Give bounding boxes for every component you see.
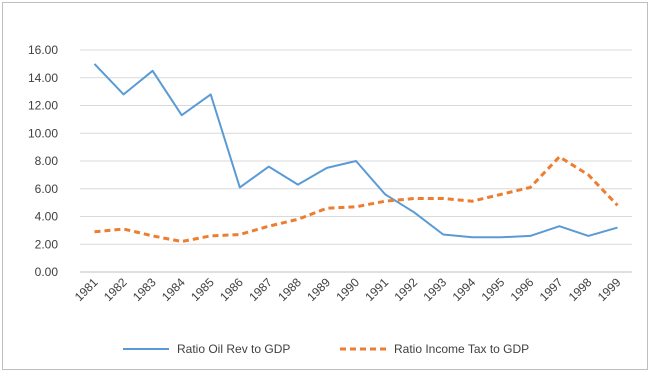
y-tick-label: 4.00 bbox=[35, 210, 59, 224]
x-tick-label: 1994 bbox=[450, 275, 479, 304]
series-line-1 bbox=[93, 63, 618, 239]
x-tick-label: 1985 bbox=[188, 275, 217, 304]
x-tick-label: 1993 bbox=[420, 275, 449, 304]
y-tick-label: 0.00 bbox=[35, 265, 59, 279]
x-tick-label: 1991 bbox=[362, 275, 391, 304]
y-tick-label: 14.00 bbox=[28, 71, 58, 85]
x-axis-ticks: 1981 1982 1983 1984 1985 1986 1987 1988 1989 1990… bbox=[72, 275, 624, 304]
y-tick-label: 6.00 bbox=[35, 182, 59, 196]
x-tick-label: 1998 bbox=[566, 275, 595, 304]
legend-label: Ratio Income Tax to GDP bbox=[394, 342, 529, 356]
legend-label: Ratio Oil Rev to GDP bbox=[177, 342, 290, 356]
x-tick-label: 1999 bbox=[595, 275, 624, 304]
x-tick-label: 1986 bbox=[217, 275, 246, 304]
chart-frame bbox=[2, 2, 648, 370]
y-tick-label: 8.00 bbox=[35, 154, 59, 168]
x-tick-label: 1988 bbox=[275, 275, 304, 304]
y-tick-label: 10.00 bbox=[28, 126, 58, 140]
x-tick-label: 1984 bbox=[159, 275, 188, 304]
series-lines bbox=[93, 63, 619, 243]
x-tick-label: 1996 bbox=[508, 275, 537, 304]
gridlines bbox=[80, 49, 632, 273]
y-tick-label: 12.00 bbox=[28, 99, 58, 113]
x-tick-label: 1989 bbox=[304, 275, 333, 304]
x-tick-label: 1995 bbox=[479, 275, 508, 304]
x-tick-label: 1982 bbox=[101, 275, 130, 304]
x-tick-label: 1992 bbox=[391, 275, 420, 304]
y-tick-label: 2.00 bbox=[35, 237, 59, 251]
legend: Ratio Oil Rev to GDP Ratio Income Tax to … bbox=[123, 342, 529, 356]
y-axis-ticks: 0.00 2.00 4.00 6.00 8.00 10.00 12.00 14.00 16.00 bbox=[28, 43, 58, 279]
series-line-2 bbox=[94, 155, 619, 243]
y-tick-label: 16.00 bbox=[28, 43, 58, 57]
x-tick-label: 1983 bbox=[130, 275, 159, 304]
x-tick-label: 1990 bbox=[333, 275, 362, 304]
x-tick-label: 1987 bbox=[246, 275, 275, 304]
x-tick-label: 1981 bbox=[72, 275, 101, 304]
x-tick-label: 1997 bbox=[537, 275, 566, 304]
